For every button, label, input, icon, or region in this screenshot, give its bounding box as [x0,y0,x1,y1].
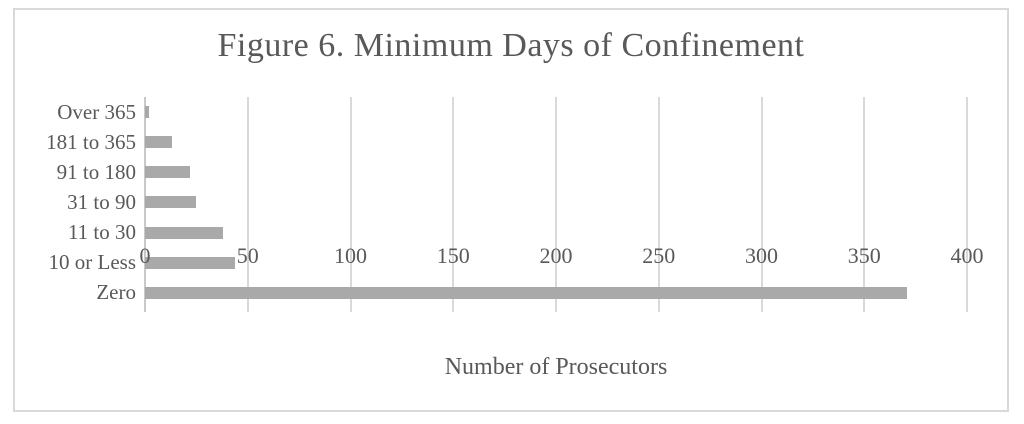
category-label: Over 365 [57,99,136,124]
x-tick-label-400: 400 [950,243,984,268]
category-label: 10 or Less [48,250,137,275]
x-axis-title: Number of Prosecutors [444,354,668,380]
x-tick-label-150: 150 [436,243,470,268]
bar-row [145,187,967,217]
gridline-150 [452,97,455,312]
chart-title: Figure 6. Minimum Days of Confinement [217,27,805,64]
bar-10-or-less [145,256,236,269]
bar-row [145,218,967,248]
bar-row [145,157,967,187]
bar-11-to-30 [145,226,224,239]
gridline-300 [760,97,763,312]
x-tick-label-250: 250 [642,243,676,268]
x-tick-label-200: 200 [539,243,573,268]
category-label: Zero [96,280,136,305]
gridline-250 [657,97,660,312]
bar-over-365 [145,106,150,119]
x-tick-label-300: 300 [745,243,778,268]
category-label: 11 to 30 [67,220,136,245]
x-tick-label-0: 0 [139,243,151,268]
x-tick-label-350: 350 [847,243,881,268]
x-tick-label-50: 50 [236,243,259,268]
chart-frame: Figure 6. Minimum Days of Confinement Ov… [13,8,1009,412]
category-label: 31 to 90 [67,189,136,214]
x-tick-label-100: 100 [334,243,367,268]
bar-row [145,127,967,157]
category-label: 91 to 180 [56,159,136,184]
gridline-50 [246,97,249,312]
gridline-200 [555,97,557,312]
gridline-100 [349,97,352,312]
y-axis-category-labels: Over 365 181 to 365 91 to 180 31 to 90 11 to… [15,97,136,308]
bar-row [145,248,967,278]
bar-31-to-90 [145,196,197,209]
gridline-400 [966,97,968,312]
category-label: 181 to 365 [46,129,136,154]
plot-area [144,97,968,312]
bars-container [145,97,967,308]
bar-row [145,97,967,127]
bar-row [145,278,967,308]
gridline-350 [863,97,866,312]
bar-zero [145,286,908,299]
bar-181-to-365 [145,136,172,149]
bar-91-to-180 [145,166,191,179]
